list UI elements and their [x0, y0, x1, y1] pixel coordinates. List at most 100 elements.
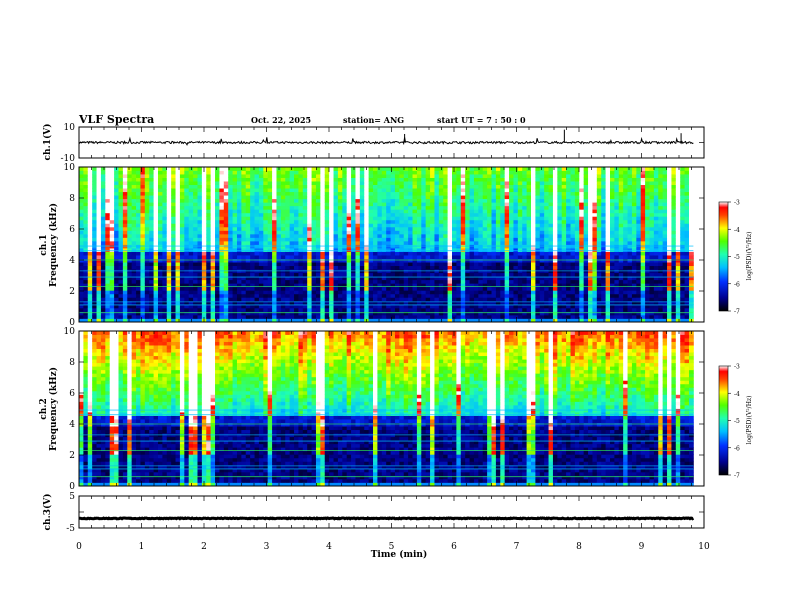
ch1-spectrogram-cell: [500, 191, 506, 196]
ch1-spectrogram-cell: [105, 248, 111, 252]
ch1-spectrogram-cell: [272, 244, 277, 249]
ch1-spectrogram-cell: [324, 297, 330, 302]
ch1-spectrogram-cell: [412, 223, 418, 228]
ch1-spectrogram-cell: [430, 209, 435, 214]
ch1-spectrogram-cell: [544, 170, 549, 175]
ch1-spectrogram-cell: [469, 297, 475, 302]
ch1-spectrogram-cell: [315, 258, 321, 263]
ch1-spectrogram-cell: [329, 286, 334, 291]
ch1-spectrogram-cell: [105, 314, 111, 319]
ch1-spectrogram-cell: [149, 188, 154, 193]
ch1-spectrogram-cell: [114, 205, 119, 210]
ch1-spectrogram-cell: [377, 181, 383, 186]
ch1-spectrogram-cell: [434, 177, 440, 182]
ch1-spectrogram-cell: [456, 314, 462, 319]
ch1-spectrogram-cell: [118, 265, 124, 270]
ch1-spectrogram-cell: [206, 297, 212, 302]
ch1-spectrogram-cell: [487, 209, 492, 214]
ch1-spectrogram-cell: [184, 205, 190, 210]
ch1-spectrogram-cell: [285, 216, 291, 221]
ch1-spectrogram-cell: [184, 248, 190, 252]
ch1-spectrogram-cell: [430, 223, 435, 228]
ch1-spectrogram-cell: [346, 293, 352, 298]
ch1-spectrogram-cell: [105, 226, 111, 231]
ch1-spectrogram-cell: [531, 251, 536, 256]
ch1-spectrogram-cell: [535, 184, 541, 189]
ch1-spectrogram-cell: [215, 248, 220, 252]
ch1-spectrogram-cell: [346, 184, 352, 189]
ch1-spectrogram-cell: [83, 177, 89, 182]
ch1-spectrogram-cell: [416, 255, 422, 259]
ch1-spectrogram-cell: [394, 314, 400, 319]
ch1-spectrogram-cell: [408, 184, 413, 189]
ch1-spectrogram-cell: [289, 223, 295, 228]
ch1-spectrogram-cell: [219, 177, 225, 182]
ch1-spectrogram-cell: [114, 255, 119, 259]
ch1-spectrogram-cell: [364, 184, 370, 189]
ch1-spectrogram-cell: [79, 248, 84, 252]
ch1-spectrogram-cell: [381, 297, 387, 302]
ch1-spectrogram-cell: [171, 170, 176, 175]
ch1-spectrogram-cell: [408, 262, 413, 267]
ch1-spectrogram-cell: [491, 219, 497, 224]
ch1-spectrogram-cell: [408, 191, 413, 196]
ch1-spectrogram-cell: [517, 226, 523, 231]
ch1-spectrogram-cell: [250, 297, 255, 302]
ch1-spectrogram-cell: [280, 251, 286, 256]
ch1-spectrogram-cell: [495, 191, 501, 196]
ch1-spectrogram-cell: [118, 167, 124, 171]
ch1-spectrogram-cell: [241, 265, 247, 270]
ch1-spectrogram-cell: [105, 318, 111, 323]
ch1-spectrogram-cell: [403, 314, 409, 319]
ch1-spectrogram-cell: [337, 279, 343, 284]
ch1-spectrogram-cell: [324, 226, 330, 231]
ch1-spectrogram-cell: [390, 311, 396, 316]
ch1-spectrogram-cell: [315, 181, 321, 186]
ch1-spectrogram-cell: [539, 202, 545, 207]
ch1-spectrogram-cell: [368, 174, 374, 178]
ch1-spectrogram-cell: [333, 237, 339, 242]
ch1-spectrogram-cell: [544, 262, 549, 267]
ch1-spectrogram-cell: [522, 293, 528, 298]
ch1-spectrogram-cell: [434, 297, 440, 302]
ch1-spectrogram-cell: [452, 307, 457, 312]
ch1-spectrogram-cell: [434, 279, 440, 284]
ch1-spectrogram-cell: [495, 279, 501, 284]
ch1-spectrogram-cell: [425, 311, 431, 316]
ch1-spectrogram-cell: [131, 286, 137, 291]
ch1-spectrogram-cell: [482, 230, 488, 235]
ch1-spectrogram-cell: [298, 248, 304, 252]
ch1-spectrogram-cell: [171, 307, 176, 312]
ch1-spectrogram-cell: [561, 251, 567, 256]
ch1-spectrogram-cell: [175, 304, 181, 309]
ch1-spectrogram-cell: [294, 170, 299, 175]
ch1-spectrogram-cell: [443, 170, 449, 175]
ch1-spectrogram-cell: [544, 205, 549, 210]
ch1-spectrogram-cell: [394, 237, 400, 242]
ch1-spectrogram-cell: [175, 293, 181, 298]
ch1-spectrogram-cell: [219, 300, 225, 305]
ch1-spectrogram-cell: [381, 290, 387, 295]
ch1-spectrogram-cell: [236, 191, 242, 196]
ch1-spectrogram-cell: [188, 265, 194, 270]
ch1-spectrogram-cell: [298, 170, 304, 175]
ch1-spectrogram-cell: [236, 262, 242, 267]
ch1-spectrogram-cell: [425, 248, 431, 252]
ch1-spectrogram-cell: [219, 209, 225, 214]
ch1-spectrogram-cell: [337, 265, 343, 270]
ch1-spectrogram-cell: [509, 248, 514, 252]
ch1-spectrogram-cell: [500, 174, 506, 178]
ch1-spectrogram-cell: [425, 170, 431, 175]
ch1-spectrogram-cell: [109, 237, 115, 242]
ch1-spectrogram-cell: [157, 304, 163, 309]
ch1-spectrogram-cell: [254, 293, 260, 298]
ch1-spectrogram-cell: [373, 283, 378, 288]
ch1-spectrogram-cell: [320, 233, 326, 238]
ch1-spectrogram-cell: [351, 170, 356, 175]
ch1-spectrogram-cell: [346, 212, 352, 217]
ch1-spectrogram-cell: [539, 209, 545, 214]
ch1-spectrogram-cell: [109, 170, 115, 175]
ch1-spectrogram-cell: [473, 191, 479, 196]
ch1-spectrogram-cell: [254, 219, 260, 224]
ch1-spectrogram-cell: [500, 188, 506, 193]
